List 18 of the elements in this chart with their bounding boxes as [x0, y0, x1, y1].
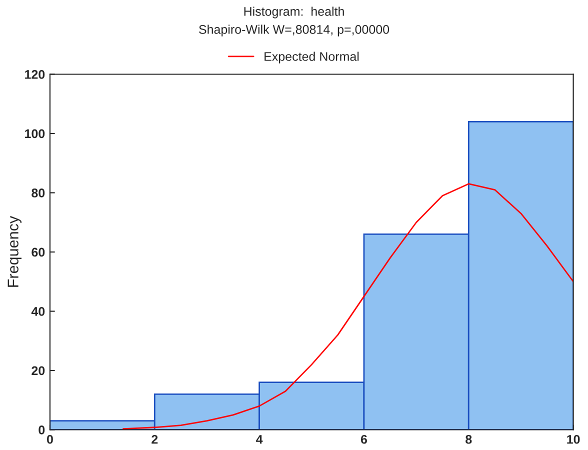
- chart-title: Histogram: health: [244, 6, 344, 18]
- x-tick-label: 6: [360, 434, 367, 444]
- y-tick-label: 40: [31, 307, 45, 316]
- y-tick-label: 20: [32, 366, 45, 376]
- line-series: [122, 183, 574, 430]
- y-tick-label: 0: [38, 426, 45, 434]
- y-tick-label: 80: [32, 188, 45, 198]
- x-tick-label: 4: [256, 435, 263, 444]
- x-tick-label: 10: [567, 434, 580, 444]
- x-tick-label: 0: [47, 434, 53, 444]
- legend-label: Expected Normal: [264, 52, 359, 64]
- y-tick-label: 100: [25, 129, 45, 138]
- y-tick-label: 60: [32, 248, 45, 257]
- x-tick-label: 8: [466, 434, 472, 444]
- chart-subtitle: Shapiro-Wilk W=,80814, p=,00000: [199, 24, 390, 36]
- y-tick-label: 120: [25, 70, 45, 79]
- y-axis-title: Frequency: [8, 216, 22, 287]
- x-tick-label: 2: [152, 434, 158, 444]
